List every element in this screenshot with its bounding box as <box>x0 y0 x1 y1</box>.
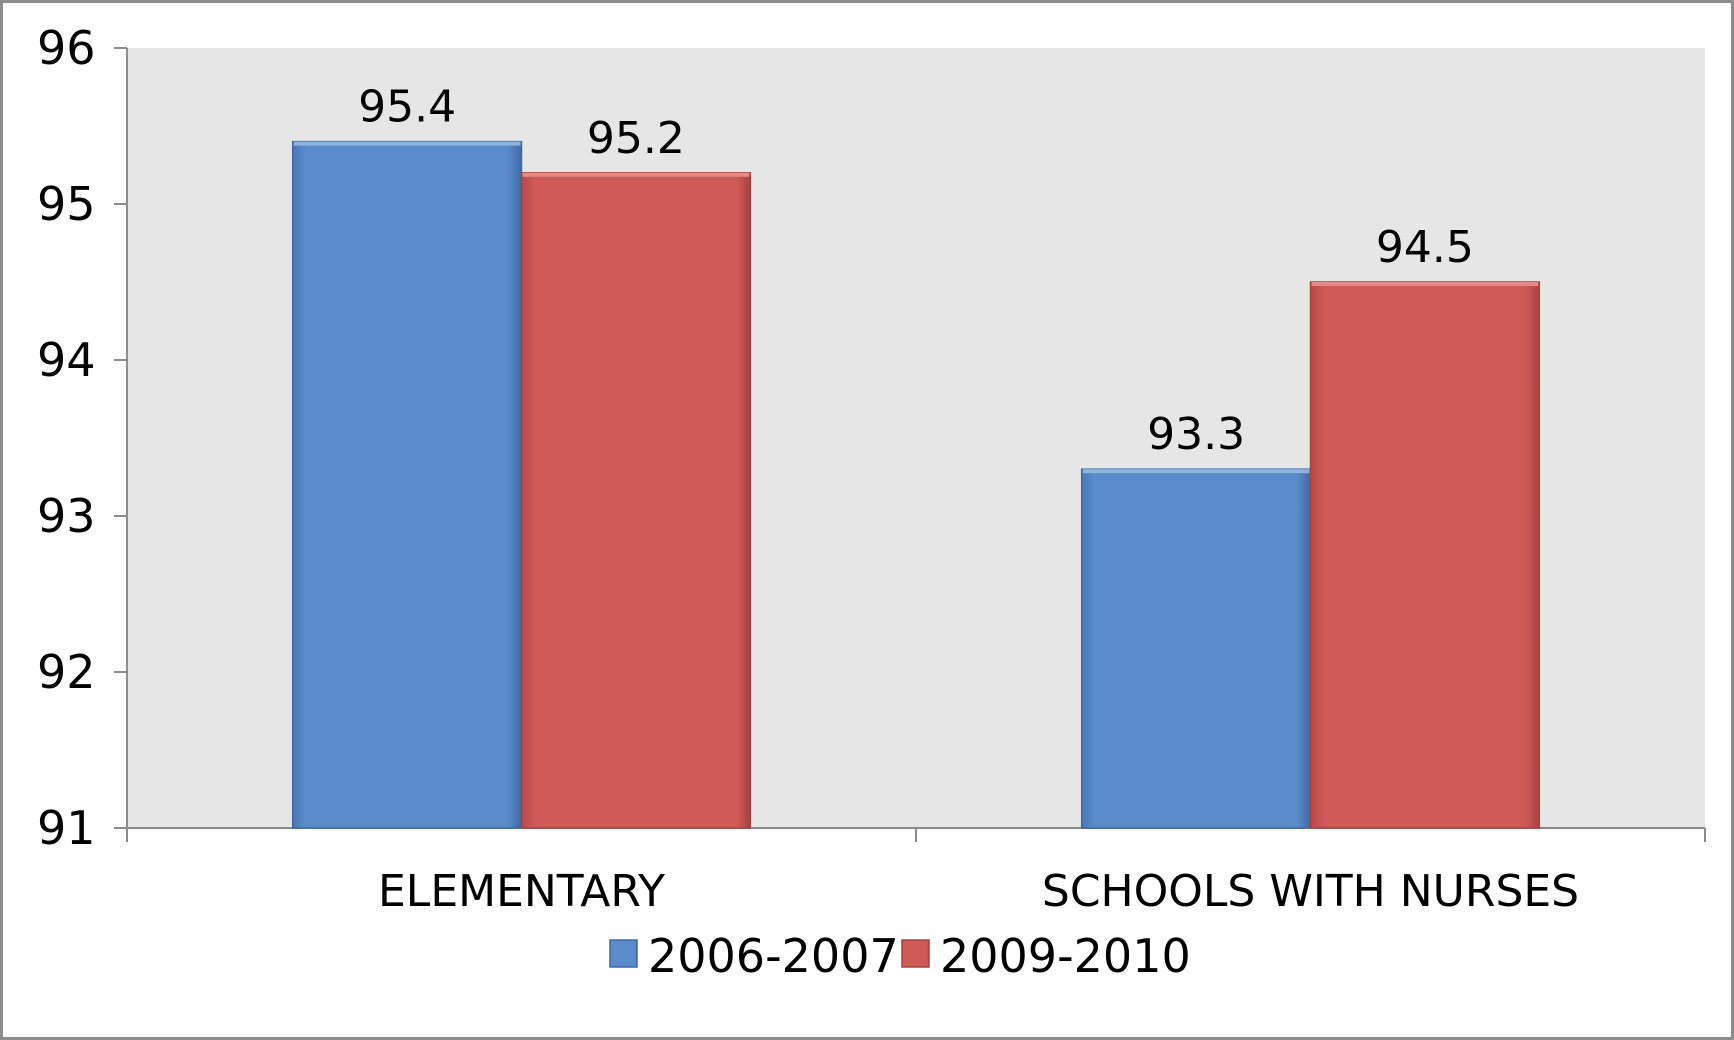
y-tick-label: 93 <box>37 489 96 543</box>
bar-series-2-elementary <box>520 172 752 829</box>
legend-label: 2009-2010 <box>940 929 1191 983</box>
legend-swatch <box>901 939 930 968</box>
bar-series-2-schools-with-nurses <box>1309 281 1541 829</box>
x-category-label: ELEMENTARY <box>378 866 665 917</box>
legend-swatch <box>609 939 638 968</box>
data-labels: 95.4 95.2 93.3 94.5 <box>358 82 1474 461</box>
x-category-label: SCHOOLS WITH NURSES <box>1042 866 1579 917</box>
category-labels: ELEMENTARY SCHOOLS WITH NURSES <box>378 866 1579 917</box>
data-label: 94.5 <box>1376 222 1474 273</box>
legend-label: 2006-2007 <box>648 929 899 983</box>
data-label: 93.3 <box>1147 409 1245 460</box>
bar-series-1-elementary <box>291 140 523 829</box>
x-axis <box>126 827 1706 842</box>
y-axis: 91 92 93 94 95 96 <box>37 21 128 855</box>
bars <box>291 140 1541 829</box>
bar-series-1-schools-with-nurses <box>1080 468 1312 829</box>
legend: 2006-2007 2009-2010 <box>609 929 1191 983</box>
y-tick-label: 96 <box>37 21 96 75</box>
bar-top-highlight <box>522 172 750 177</box>
bar-top-highlight <box>293 141 521 146</box>
y-tick-label: 94 <box>37 333 96 387</box>
y-tick-label: 92 <box>37 645 96 699</box>
y-tick-label: 95 <box>37 177 96 231</box>
bar-top-highlight <box>1082 469 1310 474</box>
y-tick-label: 91 <box>37 801 96 855</box>
data-label: 95.2 <box>587 113 685 164</box>
bar-top-highlight <box>1311 282 1539 286</box>
data-label: 95.4 <box>358 82 456 133</box>
